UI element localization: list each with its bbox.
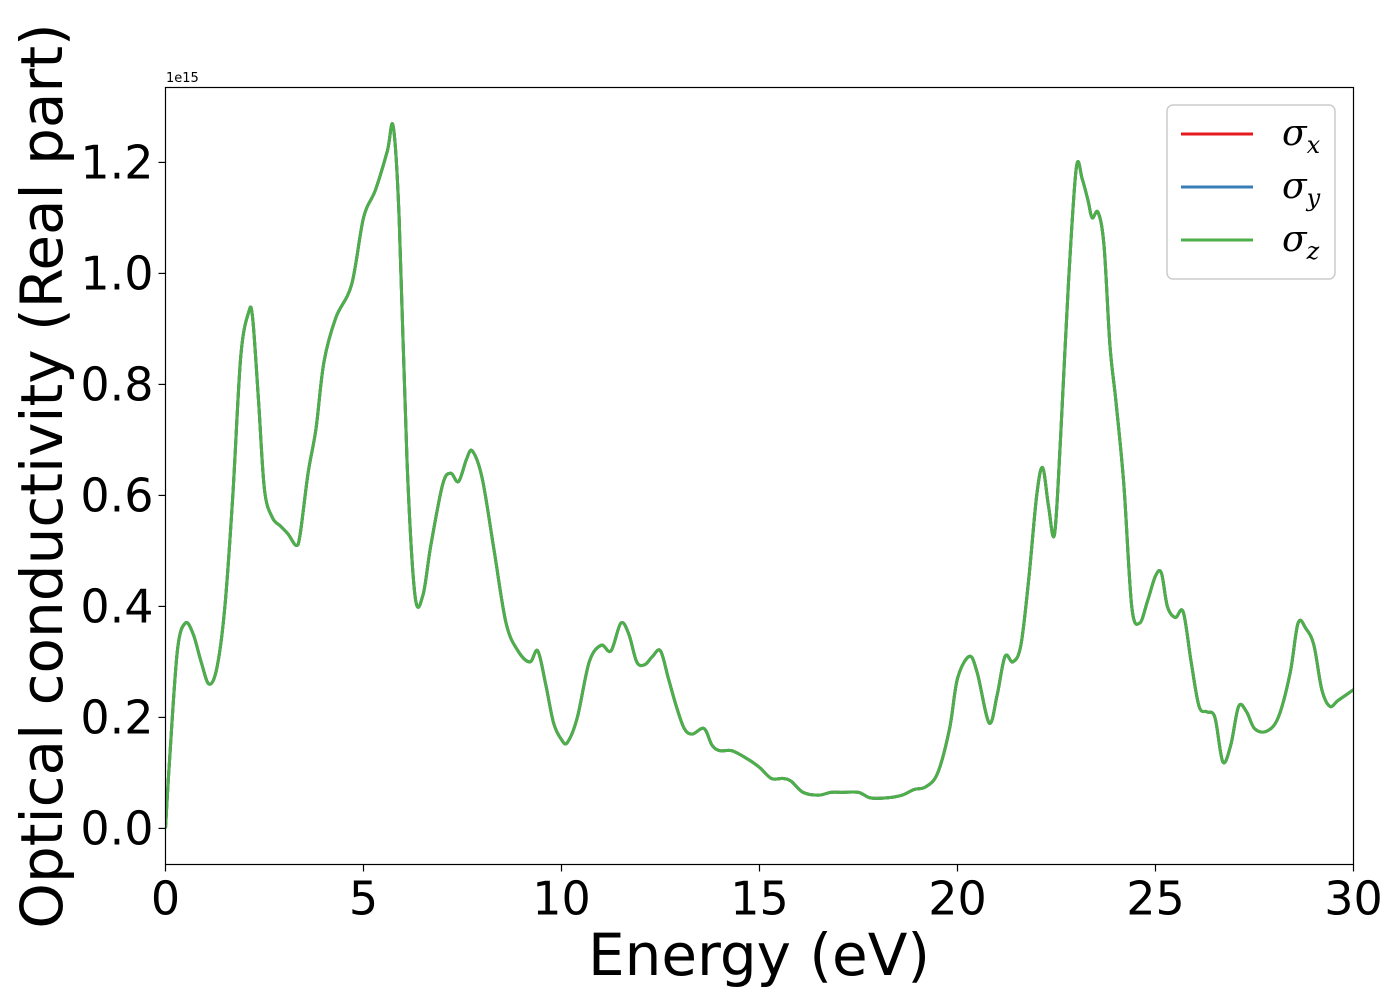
y-offset-label: 1e15 [166,71,199,86]
legend-box [1166,104,1336,280]
y-axis: 0.0 0.2 0.4 0.6 0.8 1.0 1.2 [80,135,166,855]
y-axis-label: Optical conductivity (Real part) [8,23,76,928]
plot-frame [164,86,1355,866]
x-axis: 0 5 10 15 20 25 30 [151,864,1383,926]
y-tick-label: 0.6 [80,468,153,522]
x-tick-label: 15 [730,872,789,926]
x-tick-label: 25 [1126,872,1185,926]
series-line-sigma-z [165,122,1354,829]
x-tick-label: 20 [928,872,987,926]
y-tick-label: 1.2 [80,135,153,189]
x-tick-label: 0 [151,872,180,926]
y-tick-label: 0.8 [80,357,153,411]
plot-area [165,122,1354,829]
y-tick-label: 0.4 [80,579,153,633]
x-tick-label: 5 [349,872,378,926]
x-tick-label: 30 [1324,872,1383,926]
x-axis-label: Energy (eV) [588,921,930,989]
y-tick-label: 0.0 [80,801,153,855]
y-tick-label: 0.2 [80,690,153,744]
x-tick-label: 10 [532,872,591,926]
y-tick-label: 1.0 [80,246,153,300]
